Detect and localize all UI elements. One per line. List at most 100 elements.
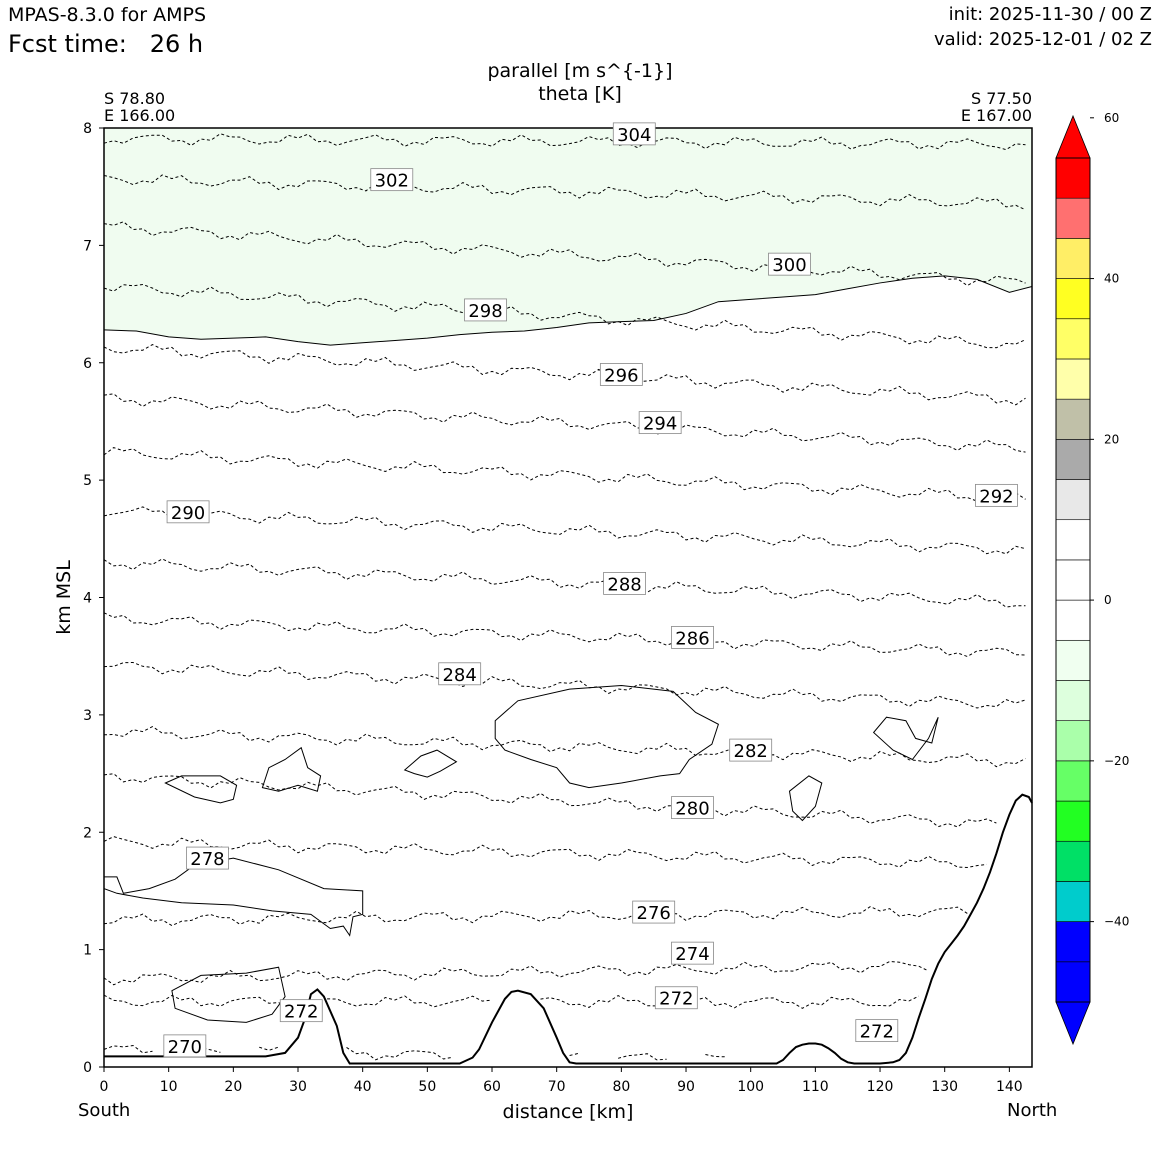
- theta-label-text: 296: [604, 365, 638, 386]
- x-tick-label: 70: [548, 1079, 566, 1095]
- theta-label-272: 272: [279, 999, 323, 1023]
- theta-label-274: 274: [671, 941, 714, 965]
- theta-label-text: 272: [659, 989, 693, 1010]
- forecast-time-value: 26 h: [149, 30, 204, 58]
- colorbar-tick-label: 60: [1104, 111, 1119, 125]
- x-tick-label: 30: [289, 1079, 307, 1095]
- theta-label-296: 296: [599, 363, 643, 386]
- shaded-band-fill: [104, 128, 1032, 346]
- theta-label-box: [603, 572, 646, 595]
- theta-contour-302: [103, 174, 1026, 211]
- theta-label-text: 276: [637, 903, 671, 924]
- x-tick-label: 60: [483, 1079, 501, 1095]
- y-axis-label: km MSL: [53, 560, 75, 635]
- theta-label-272: 272: [654, 986, 698, 1010]
- theta-contour-298: [103, 283, 1026, 349]
- theta-contours: [103, 133, 1026, 1060]
- theta-label-text: 294: [643, 414, 677, 435]
- theta-contour-276: [103, 906, 968, 927]
- theta-contour-294: [103, 393, 1026, 453]
- theta-contour-296: [103, 344, 1026, 406]
- colorbar-cell: [1055, 398, 1091, 440]
- shaded-parallel-wind-band: [103, 128, 1033, 346]
- left-endpoint-lon: E 166.00: [104, 106, 176, 125]
- wind-contour-8: [171, 966, 286, 1023]
- theta-label-box: [768, 252, 811, 276]
- x-tick-label: 120: [867, 1079, 894, 1095]
- colorbar-tick-label: 20: [1104, 432, 1119, 446]
- right-endpoint-lon: E 167.00: [960, 106, 1032, 125]
- theta-label-text: 286: [675, 628, 709, 649]
- wind-contour-6: [872, 716, 939, 761]
- theta-label-box: [166, 500, 210, 524]
- theta-label-text: 298: [468, 301, 502, 322]
- theta-label-302: 302: [370, 168, 414, 192]
- theta-label-box: [671, 796, 714, 820]
- theta-label-box: [855, 1019, 899, 1043]
- left-endpoint-lat: S 78.80: [104, 89, 166, 108]
- y-tick-label: 1: [83, 943, 92, 959]
- axes: 0 10 20 30 40 50 60 70 80 90 100 110 120 130 140 0 1 2 3 4 5…: [53, 121, 1033, 1123]
- theta-label-text: 278: [190, 849, 224, 870]
- theta-label-box: [638, 411, 682, 435]
- colorbar-cell: [1055, 519, 1091, 561]
- theta-label-box: [438, 662, 482, 686]
- theta-label-text: 302: [375, 171, 409, 192]
- theta-contour-270: [104, 1046, 861, 1060]
- colorbar-cell: [1055, 157, 1091, 199]
- theta-label-280: 280: [671, 796, 714, 820]
- init-time: init: 2025-11-30 / 00 Z: [948, 4, 1152, 25]
- theta-label-box: [464, 298, 507, 322]
- right-endpoint-coords: S 77.50 E 167.00: [961, 90, 1032, 124]
- left-endpoint-coords: S 78.80 E 166.00: [104, 90, 175, 124]
- wind-contour-1: [494, 684, 720, 789]
- colorbar-cell: [1055, 599, 1091, 641]
- theta-label-box: [729, 738, 773, 762]
- x-tick-label: 10: [160, 1079, 178, 1095]
- parallel-wind-contours: [103, 684, 939, 1023]
- colorbar-cell: [1055, 559, 1091, 601]
- theta-label-text: 280: [675, 799, 709, 820]
- y-tick-label: 2: [83, 825, 92, 841]
- wind-contour-7: [103, 857, 364, 937]
- theta-label-298: 298: [464, 298, 507, 322]
- colorbar: −40 −20 0 20 40 60: [1055, 111, 1129, 1046]
- south-label: South: [78, 1100, 131, 1121]
- colorbar-max-extension: [1055, 114, 1091, 159]
- theta-label-text: 292: [979, 486, 1013, 507]
- y-tick-label: 0: [83, 1060, 92, 1076]
- theta-contour-288: [103, 558, 1026, 608]
- theta-label-288: 288: [603, 572, 646, 595]
- forecast-time: Fcst time: 26 h: [8, 30, 203, 58]
- colorbar-cell: [1055, 961, 1091, 1003]
- colorbar-cell: [1055, 800, 1091, 842]
- forecast-time-label: Fcst time:: [8, 30, 127, 58]
- theta-contour-284: [103, 661, 1026, 709]
- x-tick-label: 140: [996, 1079, 1023, 1095]
- wind-contour-4: [403, 749, 458, 778]
- theta-label-box: [632, 900, 676, 924]
- theta-label-278: 278: [186, 846, 229, 870]
- colorbar-cell: [1055, 760, 1091, 802]
- theta-label-box: [279, 999, 323, 1023]
- x-tick-label: 50: [418, 1079, 436, 1095]
- theta-label-282: 282: [729, 738, 773, 762]
- x-tick-label: 130: [931, 1079, 958, 1095]
- theta-label-text: 270: [168, 1037, 202, 1058]
- theta-label-box: [599, 363, 643, 386]
- north-label: North: [1007, 1100, 1058, 1121]
- terrain-profile: [104, 793, 1033, 1065]
- chart-title: parallel [m s^{-1}]: [487, 60, 673, 82]
- valid-time: valid: 2025-12-01 / 02 Z: [934, 29, 1152, 50]
- y-tick-label: 3: [83, 708, 92, 724]
- theta-label-box: [671, 941, 714, 965]
- colorbar-cell: [1055, 639, 1091, 681]
- x-tick-label: 110: [802, 1079, 829, 1095]
- theta-label-276: 276: [632, 900, 676, 924]
- x-tick-label: 20: [224, 1079, 242, 1095]
- theta-label-290: 290: [166, 500, 210, 524]
- theta-label-284: 284: [438, 662, 482, 686]
- colorbar-cell: [1055, 238, 1091, 279]
- shaded-band-boundary: [103, 275, 1033, 346]
